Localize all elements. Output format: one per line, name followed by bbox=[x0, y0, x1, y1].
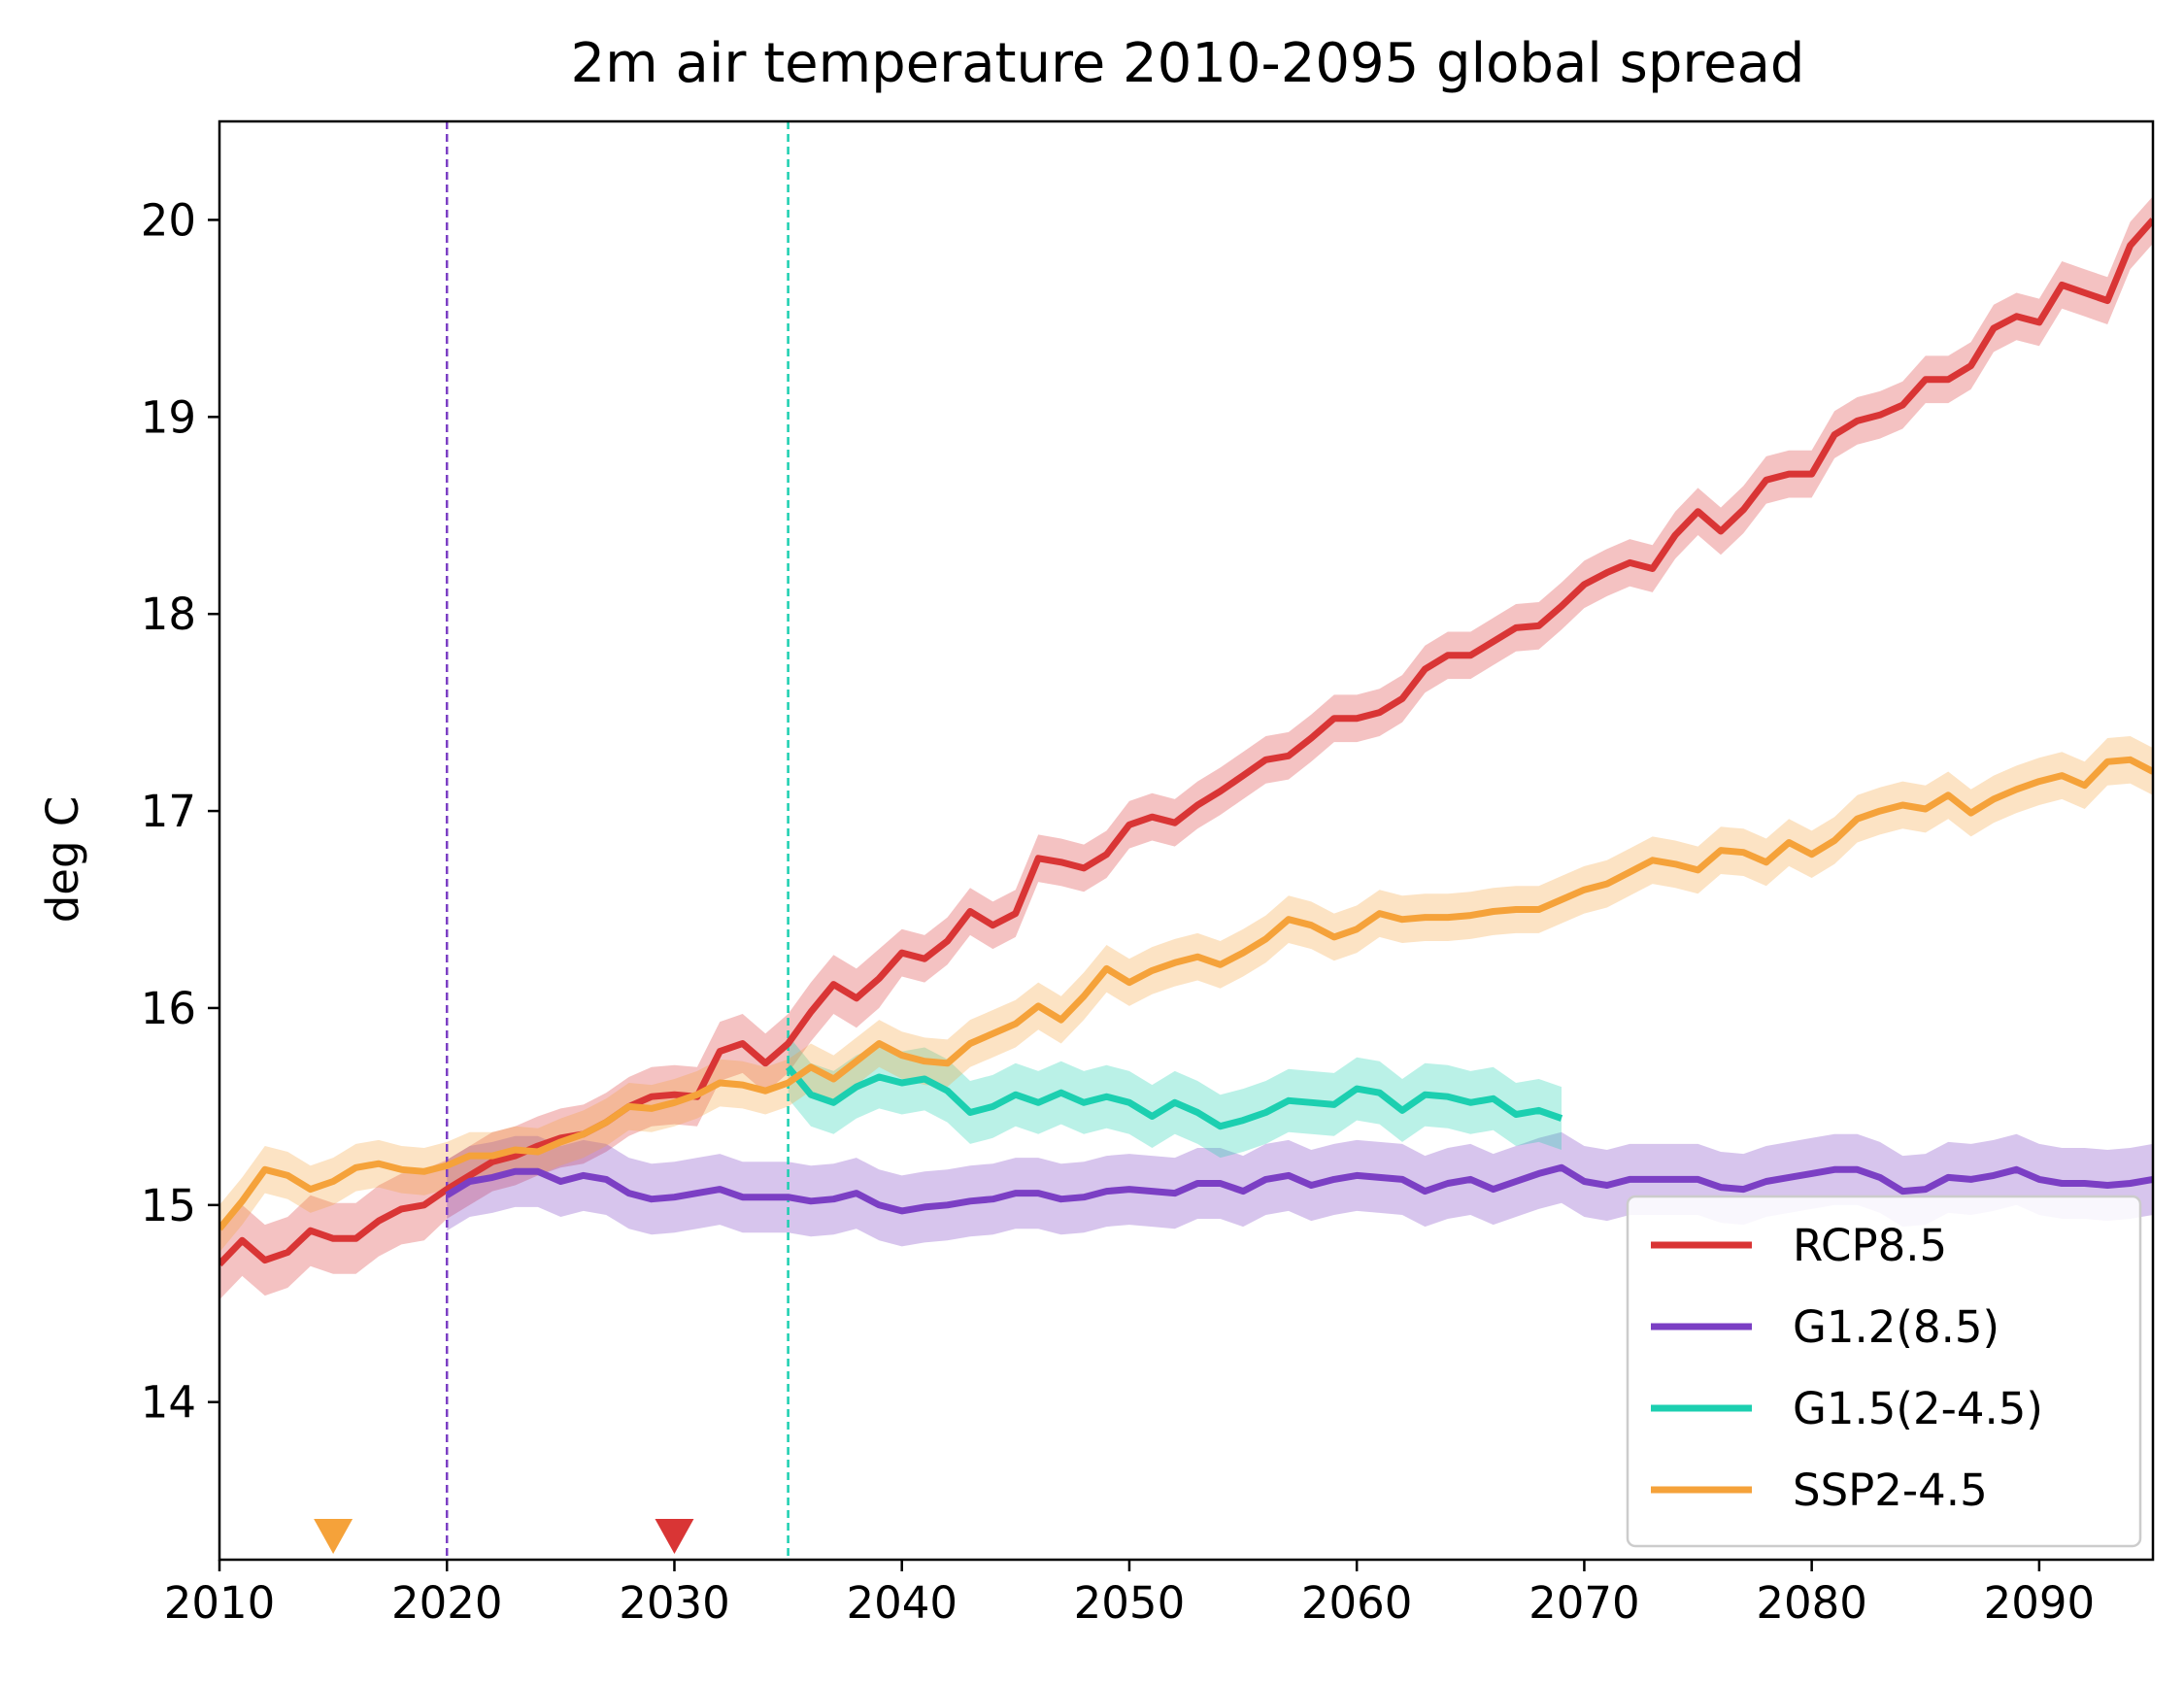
x-tick-label-2080: 2080 bbox=[1756, 1577, 1867, 1629]
legend: RCP8.5 G1.2(8.5) G1.5(2-4.5) SSP2-4.5 bbox=[1626, 1195, 2142, 1548]
x-tick-label-2060: 2060 bbox=[1301, 1577, 1413, 1629]
legend-label-g1-5-2-4-5-: G1.5(2-4.5) bbox=[1793, 1383, 2043, 1434]
y-tick-label-20: 20 bbox=[141, 194, 196, 246]
x-tick-label-2050: 2050 bbox=[1074, 1577, 1186, 1629]
x-tick-label-2010: 2010 bbox=[164, 1577, 276, 1629]
y-tick-label-17: 17 bbox=[141, 786, 196, 837]
legend-label-ssp2-4-5: SSP2-4.5 bbox=[1793, 1465, 1988, 1516]
plot-area: 2010 2020 2030 2040 2050 2060 2070 2080 2090 14 15… bbox=[141, 119, 2155, 1629]
x-tick-label-2040: 2040 bbox=[846, 1577, 958, 1629]
x-tick-label-2090: 2090 bbox=[1984, 1577, 2096, 1629]
y-axis-label: deg C bbox=[37, 796, 88, 924]
spread-band-g1-5-2-4-5- bbox=[788, 1035, 1562, 1159]
spread-band-rcp8-5 bbox=[219, 196, 2153, 1300]
x-tick-label-2030: 2030 bbox=[619, 1577, 730, 1629]
y-tick-label-18: 18 bbox=[141, 589, 196, 640]
marker-2030-triangle bbox=[655, 1519, 694, 1554]
series-line-g1-5-2-4-5- bbox=[785, 1064, 1563, 1130]
series-line-rcp8-5 bbox=[219, 218, 2153, 1267]
series-line-ssp2-4-5 bbox=[219, 756, 2153, 1231]
marker-2015-triangle bbox=[314, 1519, 353, 1554]
y-tick-label-16: 16 bbox=[141, 983, 196, 1034]
legend-label-rcp8-5: RCP8.5 bbox=[1793, 1220, 1947, 1271]
x-tick-label-2070: 2070 bbox=[1529, 1577, 1640, 1629]
y-tick-label-15: 15 bbox=[141, 1180, 196, 1231]
axes-frame bbox=[218, 119, 2155, 1562]
y-tick-label-19: 19 bbox=[141, 391, 196, 443]
series-group bbox=[219, 121, 2153, 1560]
chart-title: 2m air temperature 2010-2095 global spre… bbox=[571, 32, 1805, 95]
legend-label-g1-2-8-5-: G1.2(8.5) bbox=[1793, 1301, 1999, 1353]
series-line-g1-2-8-5- bbox=[445, 1163, 2153, 1215]
legend-box bbox=[1626, 1195, 2142, 1548]
x-tick-label-2020: 2020 bbox=[391, 1577, 503, 1629]
y-tick-label-14: 14 bbox=[141, 1377, 196, 1429]
